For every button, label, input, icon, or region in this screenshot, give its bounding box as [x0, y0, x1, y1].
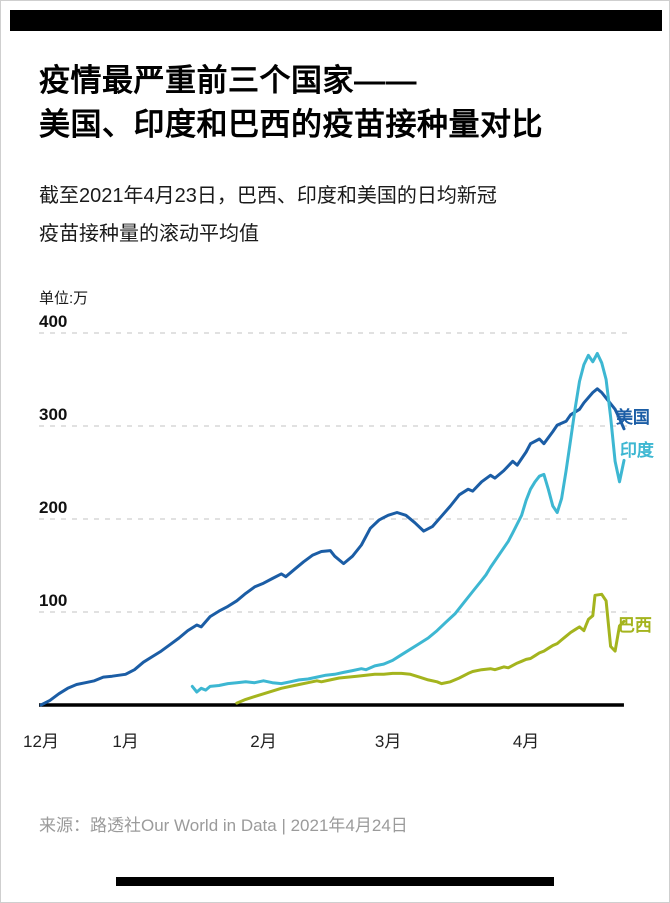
series-label-brazil: 巴西	[617, 616, 652, 636]
chart-title: 疫情最严重前三个国家—— 美国、印度和巴西的疫苗接种量对比	[39, 63, 543, 143]
series-label-india: 印度	[619, 441, 654, 461]
x-axis-tick-3月: 3月	[374, 732, 402, 751]
x-axis-tick-12月: 12月	[23, 732, 59, 751]
series-label-us: 美国	[615, 407, 650, 427]
unit-label: 单位:万	[39, 290, 89, 307]
bottom-black-bar	[116, 877, 554, 886]
vaccination-line-chart	[39, 332, 629, 707]
y-axis-tick-400: 400	[39, 312, 68, 331]
x-axis-tick-2月: 2月	[250, 732, 277, 751]
y-axis-tick-300: 300	[39, 405, 68, 424]
source-attribution: 来源：路透社Our World in Data | 2021年4月24日	[39, 816, 408, 835]
chart-area: 400 300 200 100 12月 1月 2月 3月 4月 美国巴西 印度	[23, 311, 654, 761]
chart-subtitle: 截至2021年4月23日，巴西、印度和美国的日均新冠 疫苗接种量的滚动平均值	[39, 185, 497, 245]
series-line-us	[39, 387, 626, 707]
top-black-bar	[10, 10, 662, 31]
series-line-brazil	[235, 592, 626, 705]
x-axis-tick-4月: 4月	[512, 732, 540, 751]
series-line-india	[190, 352, 626, 694]
x-axis-tick-1月: 1月	[112, 732, 139, 751]
y-axis-tick-200: 200	[39, 498, 68, 517]
y-axis-tick-100: 100	[39, 591, 68, 610]
